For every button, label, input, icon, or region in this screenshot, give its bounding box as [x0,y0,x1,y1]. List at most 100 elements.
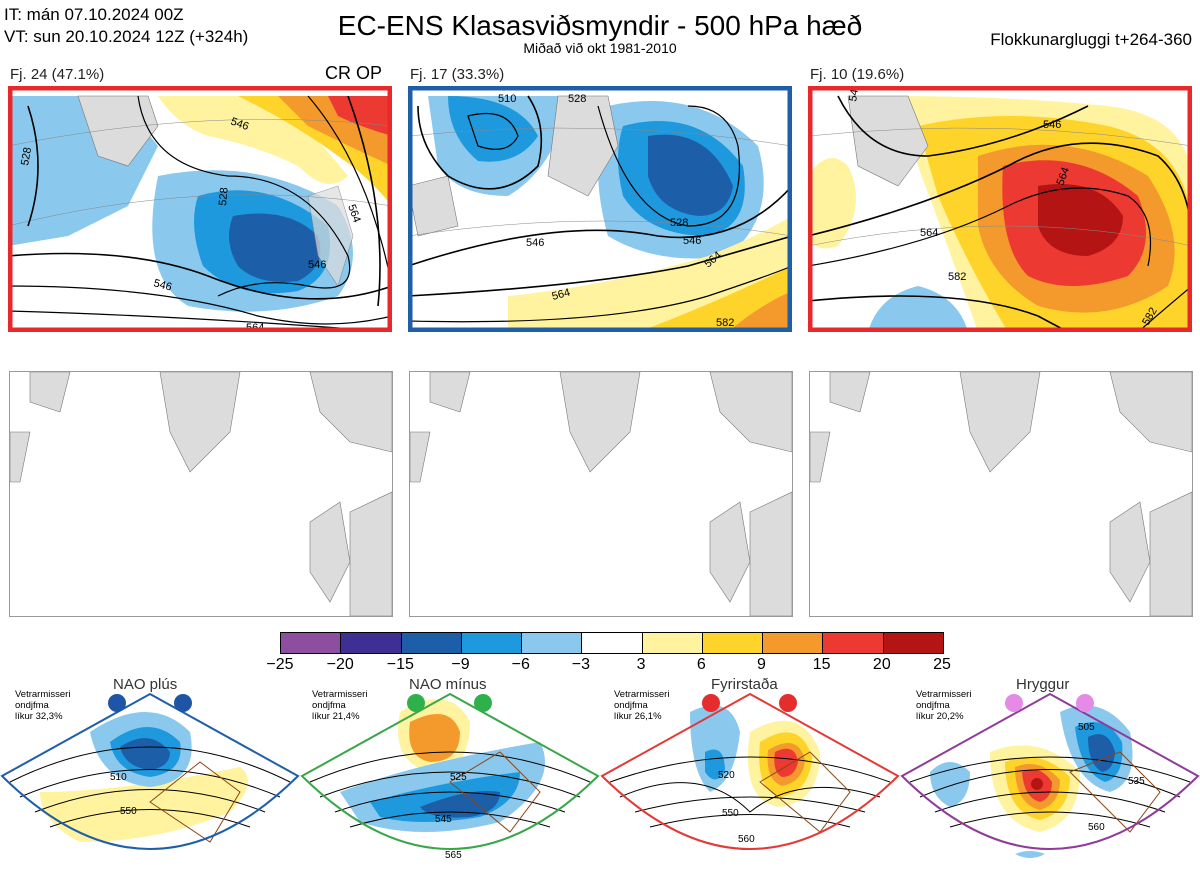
regime-2-contour-label: 545 [435,814,452,825]
page-subtitle: Miðað við okt 1981-2010 [523,40,677,56]
regime-note-line: Vetrarmisseri [15,689,71,700]
regime-1-contour-label: 550 [120,806,137,817]
colorbar-segment [400,633,461,653]
regime-3-dot [702,694,720,712]
regime-note-line: ondjfma [614,700,648,711]
cluster-1-contour-label: 546 [308,259,326,271]
colorbar-segment [882,633,943,653]
colorbar-tick-label: −20 [326,656,354,673]
empty-map-2 [409,371,793,617]
regime-3-contour-label: 520 [718,770,735,781]
cluster-3-map: 546 564 546 564 582 582 [808,86,1192,332]
regime-note-line: ondjfma [916,700,950,711]
regime-1-map: 510 550 [0,692,300,850]
classification-window: Flokkunargluggi t+264-360 [990,30,1192,49]
colorbar-segment [460,633,522,653]
colorbar-segment [641,633,702,653]
colorbar-segment [581,633,642,653]
regime-3-dot [779,694,797,712]
regime-note-line: ondjfma [312,700,346,711]
colorbar-tick-label: 6 [696,656,706,673]
cluster-1-contour-label: 564 [246,322,264,332]
regime-2-dot [407,694,425,712]
regime-4-contour-label: 535 [1128,776,1145,787]
cluster-1-label: Fj. 24 (47.1%) [10,66,105,83]
colorbar [280,632,944,654]
cluster-3-contour-label: 564 [920,227,938,239]
regime-2-contour-label: 565 [445,850,462,861]
cluster-3-contour-label: 582 [948,271,966,283]
cluster-2-contour-label: 546 [683,235,701,247]
regime-1-dot [174,694,192,712]
page-title: EC-ENS Klasasviðsmyndir - 500 hPa hæð [337,10,863,41]
colorbar-tick-label: −6 [511,656,530,673]
regime-2-map: 525 545 565 [300,692,600,861]
regime-note-line: líkur 20,2% [916,711,964,722]
regime-note-line: líkur 21,4% [312,711,360,722]
regime-4-note: Vetrarmisseri ondjfma líkur 20,2% [916,689,971,722]
regime-1-contour-label: 510 [110,772,127,783]
cluster-2-contour-label: 510 [498,93,516,105]
regime-4-title: Hryggur [1016,676,1070,693]
cluster-2-contour-label: 564 [551,287,572,303]
cluster-1-contour-label: 528 [217,187,231,206]
regime-3-title: Fyrirstaða [711,676,778,693]
regime-note-line: Vetrarmisseri [312,689,368,700]
header-info: IT: mán 07.10.2024 00Z VT: sun 20.10.202… [4,4,248,48]
colorbar-segment [521,633,582,653]
regime-3-contour-label: 550 [722,808,739,819]
regime-note-line: líkur 26,1% [614,711,662,722]
empty-map-3 [809,371,1193,617]
colorbar-segment [822,633,883,653]
regime-3-map: 520 550 560 [600,692,900,850]
cluster-1-contour-label: 546 [229,116,250,134]
colorbar-tick-label: 3 [636,656,646,673]
valid-time: VT: sun 20.10.2024 12Z (+324h) [4,27,249,46]
colorbar-tick-label: 9 [757,656,766,673]
initial-time: IT: mán 07.10.2024 00Z [4,5,184,24]
cluster-3-contour-label: 546 [1043,119,1061,131]
cluster-1-contour-label: 546 [152,277,173,293]
regime-2-title: NAO mínus [409,676,487,693]
regime-2-dot [474,694,492,712]
regime-1-dot [108,694,126,712]
regime-note-line: líkur 32,3% [15,711,63,722]
cluster-1-map: 528 546 546 528 564 546 564 [8,86,392,332]
colorbar-tick-label: 20 [872,656,891,673]
regime-1-title: NAO plús [113,676,178,693]
regime-1-note: Vetrarmisseri ondjfma líkur 32,3% [15,689,70,722]
regime-3-contour-label: 560 [738,834,755,845]
regime-4-map: 505 535 560 [900,692,1200,858]
cluster-1-tag: CR OP [325,63,383,83]
colorbar-segment [762,633,823,653]
cluster-2-label: Fj. 17 (33.3%) [410,66,505,83]
colorbar-segment [340,633,401,653]
cluster-2-contour-label: 528 [670,217,688,229]
regime-4-contour-label: 560 [1088,822,1105,833]
colorbar-tick-label: 15 [812,656,831,673]
regime-2-contour-label: 525 [450,772,467,783]
cluster-2-map: 528 510 528 546 564 546 564 582 [408,86,792,332]
cluster-2-contour-label: 546 [526,237,544,249]
regime-4-dot [1005,694,1023,712]
regime-3-note: Vetrarmisseri ondjfma líkur 26,1% [614,689,669,722]
colorbar-segment [701,633,763,653]
regime-4-dot [1076,694,1094,712]
regime-note-line: Vetrarmisseri [614,689,670,700]
colorbar-tick-label: −9 [451,656,470,673]
regime-row: Vetrarmisseri ondjfma líkur 32,3% NAO pl… [0,672,1200,871]
colorbar-tick-label: −3 [571,656,591,673]
cluster-1-contour-label: 564 [345,203,363,224]
regime-note-line: Vetrarmisseri [916,689,972,700]
cluster-1-contour-label: 528 [19,146,34,166]
regime-4-contour-label: 505 [1078,722,1095,733]
regime-note-line: ondjfma [15,700,49,711]
cluster-3-label: Fj. 10 (19.6%) [810,66,905,83]
colorbar-tick-label: 25 [933,656,951,673]
colorbar-tick-label: −25 [266,656,294,673]
cluster-2-contour-label: 528 [568,93,586,105]
empty-map-1 [9,371,393,617]
cluster-2-contour-label: 582 [716,317,734,329]
colorbar-tick-label: −15 [386,656,414,673]
colorbar-segment [281,633,341,653]
